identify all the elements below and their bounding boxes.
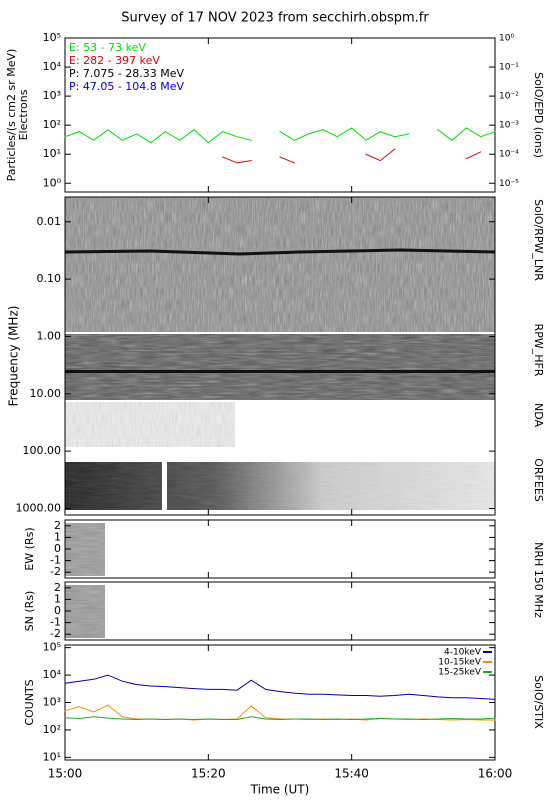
y-tick-label: -1 bbox=[50, 554, 61, 567]
y-axis-label: SN (Rs) bbox=[23, 591, 36, 632]
y-tick-label: 0.01 bbox=[37, 215, 62, 228]
instrument-label: SolO/RPW_LNR bbox=[532, 199, 545, 281]
y-axis-label: Electrons bbox=[17, 89, 30, 140]
spectrogram-image bbox=[64, 197, 496, 638]
y2-tick-label: 10⁰ bbox=[499, 34, 514, 44]
legend-label: 10-15keV bbox=[438, 658, 482, 668]
y-tick-label: 10⁴ bbox=[43, 668, 62, 681]
legend-label: 4-10keV bbox=[444, 648, 482, 658]
y-tick-label: 10⁵ bbox=[43, 31, 61, 44]
y-tick-label: 10³ bbox=[43, 89, 61, 102]
panel-frame bbox=[64, 37, 496, 193]
y2-tick-label: 10⁻³ bbox=[499, 121, 519, 131]
y-tick-label: 1.00 bbox=[37, 329, 62, 342]
legend-label: E: 53 - 73 keV bbox=[69, 41, 146, 54]
y-tick-label: -2 bbox=[50, 627, 61, 640]
y2-tick-label: 10⁻⁵ bbox=[499, 179, 519, 189]
series-line bbox=[64, 716, 496, 721]
y-tick-label: 10¹ bbox=[43, 147, 61, 160]
instrument-label: ORFEES bbox=[532, 458, 545, 502]
x-tick-label: 15:20 bbox=[191, 767, 226, 781]
panel-frame bbox=[64, 519, 496, 579]
x-tick-label: 15:00 bbox=[48, 767, 83, 781]
y-tick-label: 0 bbox=[54, 604, 61, 617]
y-tick-label: 10⁴ bbox=[43, 60, 62, 73]
panel-frame bbox=[64, 196, 496, 516]
y-axis-label: EW (Rs) bbox=[23, 527, 36, 570]
y-tick-label: 0 bbox=[54, 542, 61, 555]
y-tick-label: 1000.00 bbox=[16, 501, 62, 514]
y2-tick-label: 10⁻¹ bbox=[499, 63, 519, 73]
x-tick-label: 15:40 bbox=[334, 767, 369, 781]
y-tick-label: 10³ bbox=[43, 696, 61, 709]
y-tick-label: 1 bbox=[54, 530, 61, 543]
y-axis-label: COUNTS bbox=[23, 679, 36, 725]
x-tick-label: 16:00 bbox=[478, 767, 513, 781]
y-tick-label: 10⁵ bbox=[43, 641, 61, 654]
y-tick-label: 10² bbox=[43, 723, 61, 736]
y2-tick-label: 10⁻⁴ bbox=[499, 150, 519, 160]
right-label: NRH 150 MHz bbox=[532, 542, 545, 618]
series-line bbox=[64, 127, 496, 144]
y-tick-label: 10¹ bbox=[43, 750, 61, 763]
panel-frame bbox=[64, 644, 496, 761]
chart-title: Survey of 17 NOV 2023 from secchirh.obsp… bbox=[121, 11, 429, 26]
y-tick-label: -1 bbox=[50, 616, 61, 629]
y-tick-label: 2 bbox=[54, 519, 61, 532]
y-tick-label: 1 bbox=[54, 592, 61, 605]
y2-tick-label: 10⁻² bbox=[499, 92, 519, 102]
y-tick-label: 10² bbox=[43, 118, 61, 131]
x-axis-label: Time (UT) bbox=[250, 783, 310, 797]
series-line bbox=[222, 148, 482, 164]
instrument-label: RPW_HFR bbox=[532, 324, 545, 377]
y-tick-label: -2 bbox=[50, 565, 61, 578]
right-label: SolO/STIX bbox=[532, 675, 545, 729]
y-tick-label: 10⁰ bbox=[43, 176, 62, 189]
series-line bbox=[64, 674, 496, 700]
y-tick-label: 2 bbox=[54, 581, 61, 594]
legend-label: P: 7.075 - 28.33 MeV bbox=[69, 67, 185, 80]
right-label: SolO/EPD (ions) bbox=[532, 72, 545, 158]
y-axis-label: Particles/(s cm2 sr MeV) bbox=[5, 49, 18, 182]
legend-label: 15-25keV bbox=[438, 668, 482, 678]
y-tick-label: 10.00 bbox=[30, 387, 62, 400]
instrument-label: NDA bbox=[532, 403, 545, 428]
panel-frame bbox=[64, 581, 496, 641]
series-line bbox=[64, 704, 496, 721]
legend-label: E: 282 - 397 keV bbox=[69, 54, 160, 67]
legend-label: P: 47.05 - 104.8 MeV bbox=[69, 80, 185, 93]
y-tick-label: 100.00 bbox=[23, 444, 62, 457]
y-tick-label: 0.10 bbox=[37, 272, 62, 285]
y-axis-label: Frequency (MHz) bbox=[7, 306, 21, 407]
